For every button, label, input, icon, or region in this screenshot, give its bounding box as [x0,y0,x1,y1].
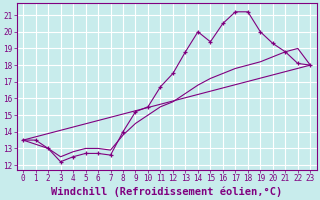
X-axis label: Windchill (Refroidissement éolien,°C): Windchill (Refroidissement éolien,°C) [51,186,282,197]
